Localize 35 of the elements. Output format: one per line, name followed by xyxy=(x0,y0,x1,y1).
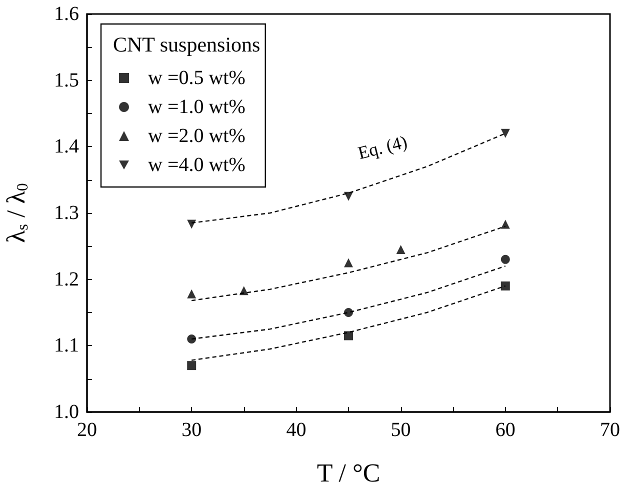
point xyxy=(500,281,510,290)
y-tick-label: 1.2 xyxy=(54,268,79,290)
x-tick-label: 20 xyxy=(77,419,97,441)
x-axis-title: T / °C xyxy=(316,458,380,488)
annotation: Eq. (4) xyxy=(356,132,410,164)
point xyxy=(396,244,406,254)
point xyxy=(344,331,353,340)
y-tick-label: 1.1 xyxy=(54,334,79,357)
x-tick-label: 30 xyxy=(182,419,202,441)
point xyxy=(344,192,353,201)
legend-label: w =2.0 wt% xyxy=(148,125,246,147)
point xyxy=(344,258,353,268)
point xyxy=(187,289,196,298)
legend-label: w =1.0 wt% xyxy=(148,96,246,118)
x-tick-label: 70 xyxy=(600,419,620,441)
point xyxy=(500,128,510,138)
point xyxy=(500,220,510,229)
point xyxy=(187,220,196,229)
point xyxy=(187,361,196,370)
y-tick-label: 1.5 xyxy=(54,69,79,92)
point xyxy=(239,286,248,296)
y-tick-label: 1.6 xyxy=(54,3,79,25)
point xyxy=(344,308,353,317)
y-tick-label: 1.0 xyxy=(54,401,79,423)
legend-label: w =0.5 wt% xyxy=(148,67,246,89)
x-tick-label: 60 xyxy=(495,419,516,441)
y-tick-label: 1.3 xyxy=(54,202,79,224)
point xyxy=(500,254,510,264)
x-tick-label: 40 xyxy=(286,419,306,441)
x-tick-label: 50 xyxy=(390,419,411,441)
point xyxy=(187,334,196,344)
legend-title: CNT suspensions xyxy=(113,32,260,56)
legend-label: w =4.0 wt% xyxy=(148,154,246,176)
y-tick-label: 1.4 xyxy=(54,136,79,158)
y-axis-title: λs / λ0 xyxy=(2,183,32,243)
